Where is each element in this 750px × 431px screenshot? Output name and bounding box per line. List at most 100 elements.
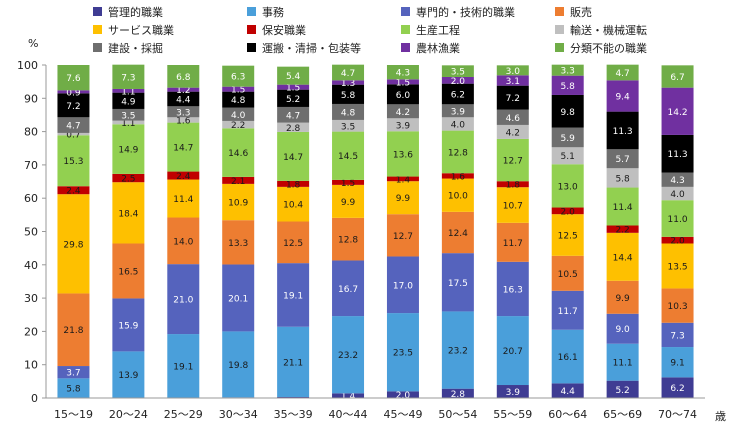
x-tick-label-0: 15〜19 (54, 408, 93, 421)
bar-segment-11-9 (661, 134, 694, 173)
legend-label-0: 管理的職業 (108, 5, 163, 19)
data-label-0-5: 2.4 (66, 187, 81, 197)
legend-swatch-5 (247, 25, 256, 34)
bar-group-11: 6.2 9.1 7.3 10.3 13.5 2.0 11.0 4.0 4.3 11.3 14.2 6.… (661, 65, 694, 398)
legend-label-2: 専門的・技術的職業 (416, 5, 515, 19)
legend-swatch-11 (555, 43, 564, 52)
bar-segment-6-7 (386, 118, 419, 132)
bar-segment-8-0 (496, 385, 529, 398)
data-label-8-2: 16.3 (503, 285, 523, 295)
bar-segment-2-10 (167, 87, 200, 92)
bar-group-3: 19.8 20.1 13.3 10.9 2.1 14.6 2.24.0 4.81.5 6.3 (222, 65, 255, 398)
y-axis: 0 10 20 30 40 50 60 70 80 90 100 (17, 59, 47, 405)
data-label-8-9: 7.2 (506, 94, 520, 104)
bar-segment-7-2 (441, 253, 474, 312)
data-label-11-9: 11.3 (668, 150, 688, 160)
y-tick-label-10: 100 (17, 59, 38, 72)
bar-segment-9-7 (551, 147, 584, 165)
bar-segment-0-7 (57, 132, 90, 136)
data-label-9-0: 4.4 (561, 387, 576, 397)
x-tick-label-3: 30〜34 (219, 408, 258, 421)
data-label-8-11: 3.0 (506, 67, 521, 77)
bar-segment-8-7 (496, 124, 529, 139)
x-tick-label-7: 50〜54 (438, 408, 477, 421)
bar-segment-4-3 (277, 221, 310, 264)
data-label-7-2: 17.5 (448, 279, 468, 289)
legend-swatch-10 (401, 43, 410, 52)
legend-label-6: 生産工程 (416, 23, 460, 37)
data-label-6-11: 4.3 (396, 69, 410, 79)
data-label-4-1: 21.1 (283, 358, 303, 368)
data-label-4-7: 2.8 (286, 124, 301, 134)
data-label-6-2: 17.0 (393, 281, 413, 291)
data-label-10-6: 11.4 (613, 203, 633, 213)
bar-segment-4-8 (277, 106, 310, 123)
x-tick-label-1: 20〜24 (109, 408, 148, 421)
bar-segment-5-11 (332, 64, 365, 81)
legend-label-8: 建設・採掘 (108, 41, 163, 55)
bar-segment-3-9 (222, 91, 255, 108)
data-label-11-4: 13.5 (668, 262, 688, 272)
data-label-7-5: 1.6 (451, 172, 466, 182)
bar-segment-10-6 (606, 187, 639, 226)
bar-segment-1-11 (112, 64, 145, 89)
bar-segment-9-9 (551, 94, 584, 128)
data-label-2-7: 1.6 (176, 116, 191, 126)
bar-group-8: 3.9 20.7 16.3 11.7 10.7 1.8 12.7 4.2 4.6 7.2 3.13.… (496, 65, 529, 398)
bar-group-6: 2.0 23.5 17.0 12.7 9.9 1.4 13.6 3.9 4.2 6.0 1.54.3 (386, 65, 419, 401)
data-label-3-6: 14.6 (228, 149, 248, 159)
bar-segment-2-4 (167, 179, 200, 218)
data-label-6-5: 1.4 (396, 175, 411, 185)
data-label-5-5: 1.5 (341, 179, 355, 189)
bar-segment-6-3 (386, 214, 419, 257)
bar-segment-2-1 (167, 334, 200, 398)
data-label-5-2: 16.7 (338, 285, 358, 295)
data-label-3-5: 2.1 (231, 177, 245, 187)
bar-segment-11-8 (661, 172, 694, 187)
bar-segment-4-10 (277, 84, 310, 90)
data-label-6-6: 13.6 (393, 150, 413, 160)
y-tick-label-2: 20 (24, 325, 38, 338)
data-label-9-2: 11.7 (558, 307, 578, 317)
bar-segment-8-10 (496, 75, 529, 86)
y-tick-label-1: 10 (24, 359, 38, 372)
bar-segment-5-8 (332, 103, 365, 120)
bar-segment-7-6 (441, 130, 474, 174)
bar-segment-6-10 (386, 79, 419, 85)
legend-swatch-8 (93, 43, 102, 52)
data-label-0-6: 15.3 (63, 157, 83, 167)
x-tick-label-2: 25〜29 (164, 408, 203, 421)
data-label-10-8: 5.7 (615, 155, 629, 165)
bar-segment-3-11 (222, 65, 255, 87)
data-label-0-11: 7.6 (66, 74, 81, 84)
legend-swatch-0 (93, 7, 102, 16)
data-label-2-5: 2.4 (176, 172, 191, 182)
bar-segment-1-7 (112, 120, 145, 125)
bar-segment-8-2 (496, 261, 529, 317)
bar-segment-0-8 (57, 117, 90, 133)
data-label-3-7: 2.2 (231, 121, 245, 131)
legend-label-3: 販売 (570, 6, 592, 19)
legend-swatch-3 (555, 7, 564, 16)
data-label-0-9: 7.2 (66, 102, 80, 112)
data-label-0-7: 0.7 (66, 131, 80, 141)
bar-group-1: 13.915.916.518.42.514.91.13.54.91.17.3 (112, 64, 145, 399)
data-label-9-8: 5.9 (561, 134, 576, 144)
bar-group-0: 5.8 3.7 21.8 29.8 2.4 15.3 0.74.7 7.2 0.9 7.6 (57, 65, 90, 399)
bar-segment-7-4 (441, 178, 474, 212)
data-label-7-1: 23.2 (448, 347, 468, 357)
x-tick-label-10: 65〜69 (603, 408, 642, 421)
data-label-4-8: 4.7 (286, 111, 300, 121)
bar-segment-3-5 (222, 176, 255, 184)
bar-segment-7-0 (441, 388, 474, 398)
bar-segment-7-3 (441, 211, 474, 254)
data-label-5-9: 5.8 (341, 91, 356, 101)
bar-segment-3-10 (222, 86, 255, 92)
bar-segment-11-6 (661, 200, 694, 237)
bar-segment-1-10 (112, 88, 145, 93)
data-label-3-2: 20.1 (228, 294, 248, 304)
bar-segment-5-0 (332, 393, 365, 398)
bar-segment-10-11 (606, 64, 639, 81)
x-axis: 15〜19 20〜24 25〜29 30〜34 35〜39 40〜44 45〜49 50〜54… (46, 397, 705, 421)
bar-segment-5-1 (332, 316, 365, 394)
